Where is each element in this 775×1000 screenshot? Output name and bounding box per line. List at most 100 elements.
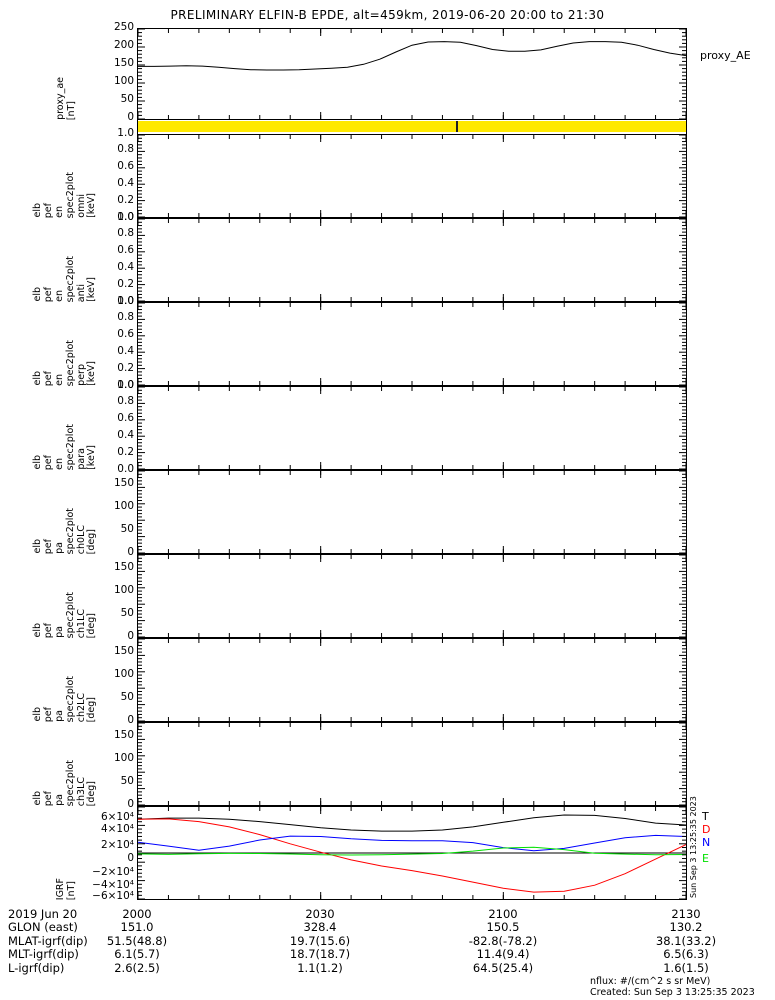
panel-en-omni	[137, 134, 687, 218]
ytick: 1.0	[117, 211, 134, 223]
ytick: 0	[127, 111, 134, 123]
ytick: 4×10⁴	[100, 823, 134, 835]
ytick: 0.8	[117, 143, 134, 155]
bottom-cell-time: 2130	[671, 907, 701, 921]
panel-ticks	[138, 387, 686, 469]
axis-title-igrf: IGRF [nT]	[55, 806, 80, 900]
axis-title-word: pef	[43, 370, 54, 386]
panel-pa-ch1lc	[137, 554, 687, 638]
axis-title-pa-ch2lc: elb pef pa spec2plot ch2LC [deg]	[32, 638, 97, 722]
bottom-cell-glon: 130.2	[669, 920, 703, 935]
axis-title-word: [nT]	[66, 100, 77, 120]
bottom-cell-l: 1.1(1.2)	[297, 960, 343, 975]
ytick: −6×10⁴	[92, 890, 134, 902]
ytick: 0.6	[117, 412, 134, 424]
panel-pa-ch2lc	[137, 638, 687, 722]
ytick: 0.6	[117, 160, 134, 172]
page-title: PRELIMINARY ELFIN-B EPDE, alt=459km, 201…	[170, 8, 605, 22]
ytick: 100	[113, 500, 134, 512]
ytick: 50	[120, 93, 134, 105]
bottom-row-label: 2019 Jun 20	[8, 907, 78, 921]
ytick: 100	[113, 668, 134, 680]
axis-title-word: [deg]	[86, 612, 97, 638]
axis-title-word: [keV]	[86, 445, 97, 470]
ytick: 0.0	[117, 295, 134, 307]
ytick: 1.0	[117, 127, 134, 139]
bottom-cell-l: 64.5(25.4)	[472, 960, 534, 975]
panel-en-perp	[137, 302, 687, 386]
axis-title-word: spec2plot	[65, 171, 76, 218]
axis-title-word: [deg]	[86, 528, 97, 554]
panel-igrf	[137, 806, 687, 900]
igrf-plot	[138, 807, 686, 899]
ytick: 0.2	[117, 446, 134, 458]
axis-title-word: elb	[32, 203, 43, 218]
axis-title-pa-ch1lc: elb pef pa spec2plot ch1LC [deg]	[32, 554, 97, 638]
axis-title-word: pef	[43, 454, 54, 470]
panel-pa-ch0lc	[137, 470, 687, 554]
status-bar-marker	[456, 121, 458, 132]
axis-title-word: pef	[43, 286, 54, 302]
axis-title-word: spec2plot	[65, 507, 76, 554]
legend-igrf-d: D	[702, 823, 711, 836]
ytick: 150	[113, 477, 134, 489]
axis-title-word: [deg]	[86, 696, 97, 722]
ytick: 0.8	[117, 227, 134, 239]
ytick: 150	[113, 57, 134, 69]
panel-proxy-ae	[137, 28, 687, 120]
bottom-cell-mlt: 6.5(6.3)	[663, 947, 709, 962]
ytick: 0.6	[117, 244, 134, 256]
bottom-cell-glon: 150.5	[486, 920, 520, 935]
axis-title-word: pa	[54, 542, 65, 554]
panel-en-para	[137, 386, 687, 470]
ytick: 250	[113, 21, 134, 33]
axis-title-en-omni: elb pef en spec2plot omni [keV]	[32, 134, 97, 218]
axis-title-word: pa	[54, 710, 65, 722]
panel-ticks	[138, 555, 686, 637]
axis-title-word: spec2plot	[65, 591, 76, 638]
panel-ticks	[138, 219, 686, 301]
ytick: 0	[127, 714, 134, 726]
axis-title-word: elb	[32, 623, 43, 638]
axis-title-word: elb	[32, 287, 43, 302]
bottom-cell-mlt: 11.4(9.4)	[476, 947, 530, 962]
bottom-cell-mlt: 18.7(18.7)	[289, 947, 351, 962]
bottom-cell-mlt: 6.1(5.7)	[114, 947, 160, 962]
axis-title-word: spec2plot	[65, 255, 76, 302]
legend-igrf-e: E	[702, 852, 709, 865]
bottom-cell-time: 2000	[122, 907, 152, 921]
ytick: 0.8	[117, 395, 134, 407]
ytick: 0	[127, 852, 134, 864]
axis-title-word: spec2plot	[65, 675, 76, 722]
footer-units: nflux: #/(cm^2 s sr MeV)	[590, 976, 711, 987]
ytick: 150	[113, 561, 134, 573]
ytick: 0.4	[117, 177, 134, 189]
axis-title-word: en	[54, 290, 65, 302]
axis-title-word: en	[54, 458, 65, 470]
bottom-row-label: MLAT-igrf(dip)	[8, 933, 88, 948]
axis-title-word: pa	[54, 626, 65, 638]
panel-ticks	[138, 639, 686, 721]
ytick: 0.2	[117, 362, 134, 374]
ytick: 100	[113, 752, 134, 764]
ytick: 150	[113, 729, 134, 741]
axis-title-word: [nT]	[66, 880, 77, 900]
ytick: 50	[120, 607, 134, 619]
panel-pa-ch3lc	[137, 722, 687, 806]
axis-title-word: pef	[43, 202, 54, 218]
axis-title-word: pef	[43, 706, 54, 722]
ytick: 0.0	[117, 379, 134, 391]
axis-title-pa-ch0lc: elb pef pa spec2plot ch0LC [deg]	[32, 470, 97, 554]
ytick: 100	[113, 584, 134, 596]
panel-ticks	[138, 471, 686, 553]
axis-title-word: [keV]	[86, 193, 97, 218]
axis-title-proxy-ae: proxy_ae [nT]	[55, 28, 80, 120]
axis-title-word: pa	[54, 794, 65, 806]
axis-title-en-perp: elb pef en spec2plot perp [keV]	[32, 302, 97, 386]
axis-title-word: spec2plot	[65, 423, 76, 470]
axis-title-word: elb	[32, 539, 43, 554]
axis-title-word: en	[54, 206, 65, 218]
ytick: 0.0	[117, 211, 134, 223]
axis-title-word: [keV]	[86, 361, 97, 386]
